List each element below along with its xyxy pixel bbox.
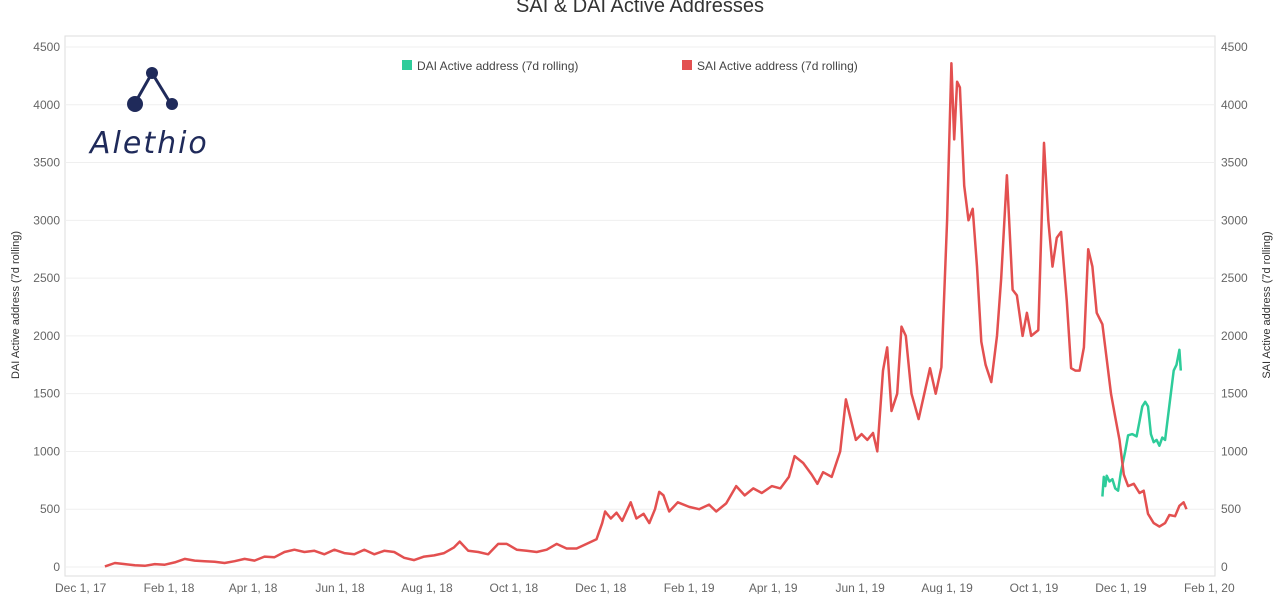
y-tick-left-4000: 4000 bbox=[33, 98, 60, 112]
y-tick-right-0: 0 bbox=[1221, 560, 1228, 574]
legend: DAI Active address (7d rolling) SAI Acti… bbox=[402, 59, 858, 73]
series-layer bbox=[104, 61, 1188, 568]
x-tick-2019-08-01: Aug 1, 19 bbox=[921, 581, 973, 594]
x-tick-2019-02-01: Feb 1, 19 bbox=[664, 581, 715, 594]
chart-title: SAI & DAI Active Addresses bbox=[516, 0, 764, 17]
x-tick-2018-10-01: Oct 1, 18 bbox=[490, 581, 539, 594]
y-axis-left: 0 500 1000 1500 2000 2500 3000 3500 4000 4500 bbox=[33, 40, 60, 574]
y-tick-left-3500: 3500 bbox=[33, 156, 60, 170]
y-tick-left-3000: 3000 bbox=[33, 213, 60, 227]
y-tick-right-4500: 4500 bbox=[1221, 40, 1248, 54]
y-tick-right-1000: 1000 bbox=[1221, 444, 1248, 458]
x-tick-2018-12-01: Dec 1, 18 bbox=[575, 581, 627, 594]
x-axis: Dec 1, 17 Feb 1, 18 Apr 1, 18 Jun 1, 18 Aug … bbox=[55, 581, 1235, 594]
x-tick-2019-06-01: Jun 1, 19 bbox=[835, 581, 885, 594]
legend-label-dai: DAI Active address (7d rolling) bbox=[417, 59, 578, 73]
y-tick-right-4000: 4000 bbox=[1221, 98, 1248, 112]
gridlines bbox=[65, 46, 1215, 568]
x-tick-2019-04-01: Apr 1, 19 bbox=[749, 581, 798, 594]
series-line-sai bbox=[104, 61, 1188, 568]
x-tick-2019-12-01: Dec 1, 19 bbox=[1095, 581, 1147, 594]
legend-swatch-dai bbox=[402, 60, 412, 70]
y-tick-left-2500: 2500 bbox=[33, 271, 60, 285]
y-tick-right-3000: 3000 bbox=[1221, 213, 1248, 227]
alethio-logo: Alethio bbox=[88, 67, 209, 161]
y-axis-left-label: DAI Active address (7d rolling) bbox=[10, 231, 22, 379]
x-tick-2019-10-01: Oct 1, 19 bbox=[1010, 581, 1059, 594]
series-line-dai bbox=[1101, 348, 1183, 497]
y-tick-right-3500: 3500 bbox=[1221, 156, 1248, 170]
y-tick-right-1500: 1500 bbox=[1221, 387, 1248, 401]
y-tick-left-1000: 1000 bbox=[33, 444, 60, 458]
legend-swatch-sai bbox=[682, 60, 692, 70]
y-tick-right-500: 500 bbox=[1221, 502, 1241, 516]
y-tick-left-0: 0 bbox=[53, 560, 60, 574]
legend-label-sai: SAI Active address (7d rolling) bbox=[697, 59, 858, 73]
plot-frame bbox=[64, 35, 1216, 577]
x-tick-2017-12-01: Dec 1, 17 bbox=[55, 581, 107, 594]
x-tick-2020-02-01: Feb 1, 20 bbox=[1184, 581, 1235, 594]
y-axis-right: 0 500 1000 1500 2000 2500 3000 3500 4000 4500 bbox=[1221, 40, 1248, 574]
y-tick-left-2000: 2000 bbox=[33, 329, 60, 343]
alethio-logo-icon bbox=[127, 67, 178, 112]
y-tick-right-2500: 2500 bbox=[1221, 271, 1248, 285]
x-tick-2018-04-01: Apr 1, 18 bbox=[229, 581, 278, 594]
x-tick-2018-06-01: Jun 1, 18 bbox=[315, 581, 365, 594]
y-tick-left-4500: 4500 bbox=[33, 40, 60, 54]
y-axis-right-label: SAI Active address (7d rolling) bbox=[1261, 231, 1273, 378]
x-tick-2018-08-01: Aug 1, 18 bbox=[401, 581, 453, 594]
y-tick-left-500: 500 bbox=[40, 502, 60, 516]
x-tick-2018-02-01: Feb 1, 18 bbox=[144, 581, 195, 594]
alethio-logo-text: Alethio bbox=[88, 126, 209, 161]
y-tick-right-2000: 2000 bbox=[1221, 329, 1248, 343]
y-tick-left-1500: 1500 bbox=[33, 387, 60, 401]
